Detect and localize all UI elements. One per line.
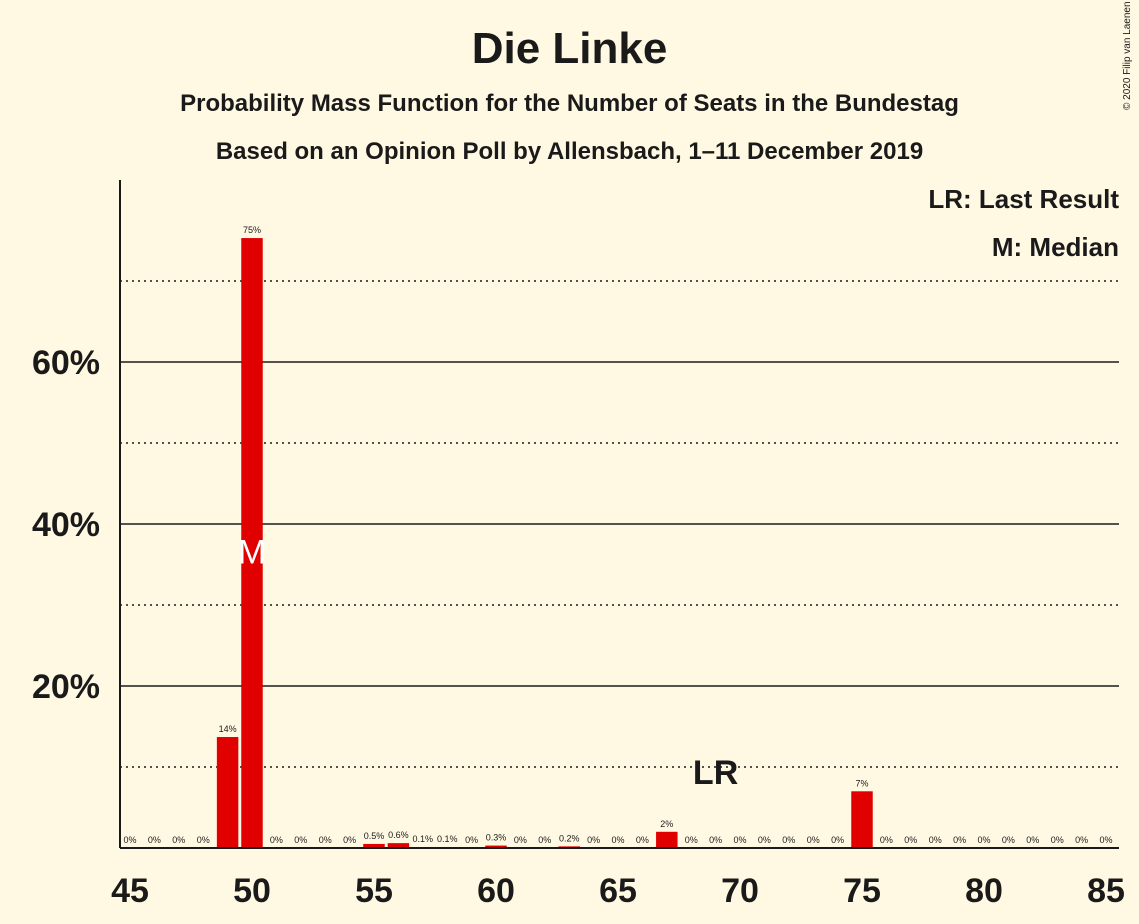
value-label-seat-49: 14% xyxy=(219,724,237,734)
x-tick-label-70: 70 xyxy=(721,872,759,910)
value-label-seat-50: 75% xyxy=(243,225,261,235)
bar-seat-60 xyxy=(485,845,507,848)
value-label-seat-75: 7% xyxy=(855,778,868,788)
value-label-seat-66: 0% xyxy=(636,835,649,845)
bar-seat-55 xyxy=(363,843,385,848)
value-label-seat-79: 0% xyxy=(953,835,966,845)
value-label-seat-56: 0.6% xyxy=(388,830,409,840)
value-label-seat-45: 0% xyxy=(123,835,136,845)
value-label-seat-55: 0.5% xyxy=(364,831,385,841)
chart-subtitle-poll: Based on an Opinion Poll by Allensbach, … xyxy=(215,138,924,165)
value-label-seat-51: 0% xyxy=(270,835,283,845)
value-label-seat-74: 0% xyxy=(831,835,844,845)
bar-seat-56 xyxy=(387,843,410,848)
x-tick-label-80: 80 xyxy=(965,872,1003,910)
value-label-seat-76: 0% xyxy=(880,835,893,845)
value-label-seat-81: 0% xyxy=(1002,835,1015,845)
value-label-seat-47: 0% xyxy=(172,835,185,845)
value-label-seat-52: 0% xyxy=(294,835,307,845)
x-tick-label-50: 50 xyxy=(233,872,271,910)
x-tick-label-60: 60 xyxy=(477,872,515,910)
x-tick-label-55: 55 xyxy=(355,872,393,910)
value-label-seat-80: 0% xyxy=(977,835,990,845)
x-tick-label-45: 45 xyxy=(111,872,149,910)
value-label-seat-72: 0% xyxy=(782,835,795,845)
value-label-seat-68: 0% xyxy=(685,835,698,845)
value-label-seat-63: 0.2% xyxy=(559,833,580,843)
value-label-seat-64: 0% xyxy=(587,835,600,845)
legend-median: M: Median xyxy=(991,232,1119,262)
value-label-seat-82: 0% xyxy=(1026,835,1039,845)
value-label-seat-46: 0% xyxy=(148,835,161,845)
value-label-seat-62: 0% xyxy=(538,835,551,845)
value-label-seat-65: 0% xyxy=(611,835,624,845)
value-label-seat-69: 0% xyxy=(709,835,722,845)
x-tick-label-75: 75 xyxy=(843,872,881,910)
value-label-seat-78: 0% xyxy=(929,835,942,845)
bar-seat-75 xyxy=(851,791,873,848)
value-label-seat-48: 0% xyxy=(197,835,210,845)
x-tick-label-65: 65 xyxy=(599,872,637,910)
value-label-seat-58: 0.1% xyxy=(437,834,458,844)
x-tick-label-85: 85 xyxy=(1087,872,1125,910)
y-tick-label-20: 20% xyxy=(32,668,100,706)
bar-seat-67 xyxy=(656,831,678,848)
value-label-seat-53: 0% xyxy=(319,835,332,845)
value-label-seat-54: 0% xyxy=(343,835,356,845)
last-result-marker: LR xyxy=(693,754,738,792)
bar-seat-49 xyxy=(216,737,239,848)
value-label-seat-73: 0% xyxy=(807,835,820,845)
value-label-seat-61: 0% xyxy=(514,835,527,845)
median-marker: M xyxy=(238,533,266,571)
value-label-seat-70: 0% xyxy=(733,835,746,845)
y-tick-label-40: 40% xyxy=(32,506,100,544)
legend-last-result: LR: Last Result xyxy=(928,184,1119,214)
value-label-seat-71: 0% xyxy=(758,835,771,845)
value-label-seat-57: 0.1% xyxy=(413,834,434,844)
y-tick-label-60: 60% xyxy=(32,344,100,382)
chart-title: Die Linke xyxy=(471,24,668,73)
chart-subtitle: Probability Mass Function for the Number… xyxy=(180,90,959,117)
bar-seat-50 xyxy=(241,238,263,848)
value-label-seat-59: 0% xyxy=(465,835,478,845)
value-label-seat-77: 0% xyxy=(904,835,917,845)
value-label-seat-60: 0.3% xyxy=(486,833,507,843)
value-label-seat-67: 2% xyxy=(660,819,673,829)
value-label-seat-84: 0% xyxy=(1075,835,1088,845)
value-label-seat-85: 0% xyxy=(1099,835,1112,845)
value-label-seat-83: 0% xyxy=(1051,835,1064,845)
